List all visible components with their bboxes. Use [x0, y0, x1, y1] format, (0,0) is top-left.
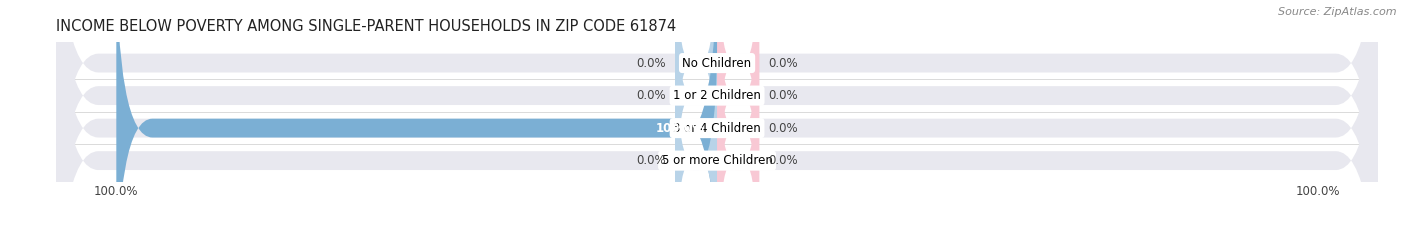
Text: 100.0%: 100.0%	[657, 122, 704, 135]
FancyBboxPatch shape	[675, 0, 717, 216]
FancyBboxPatch shape	[675, 40, 717, 233]
Text: 0.0%: 0.0%	[637, 154, 666, 167]
FancyBboxPatch shape	[717, 7, 759, 233]
Text: 1 or 2 Children: 1 or 2 Children	[673, 89, 761, 102]
FancyBboxPatch shape	[56, 0, 1378, 233]
Text: 5 or more Children: 5 or more Children	[662, 154, 772, 167]
FancyBboxPatch shape	[717, 40, 759, 233]
Text: 0.0%: 0.0%	[768, 89, 797, 102]
Text: 0.0%: 0.0%	[768, 122, 797, 135]
FancyBboxPatch shape	[717, 0, 759, 184]
FancyBboxPatch shape	[56, 0, 1378, 233]
Text: 0.0%: 0.0%	[768, 57, 797, 70]
Text: 3 or 4 Children: 3 or 4 Children	[673, 122, 761, 135]
FancyBboxPatch shape	[56, 0, 1378, 233]
Text: 0.0%: 0.0%	[768, 154, 797, 167]
Text: INCOME BELOW POVERTY AMONG SINGLE-PARENT HOUSEHOLDS IN ZIP CODE 61874: INCOME BELOW POVERTY AMONG SINGLE-PARENT…	[56, 19, 676, 34]
FancyBboxPatch shape	[117, 0, 717, 233]
FancyBboxPatch shape	[717, 0, 759, 216]
Text: 0.0%: 0.0%	[637, 57, 666, 70]
Text: 0.0%: 0.0%	[637, 89, 666, 102]
Text: Source: ZipAtlas.com: Source: ZipAtlas.com	[1278, 7, 1396, 17]
FancyBboxPatch shape	[675, 0, 717, 184]
FancyBboxPatch shape	[56, 0, 1378, 233]
Text: No Children: No Children	[682, 57, 752, 70]
